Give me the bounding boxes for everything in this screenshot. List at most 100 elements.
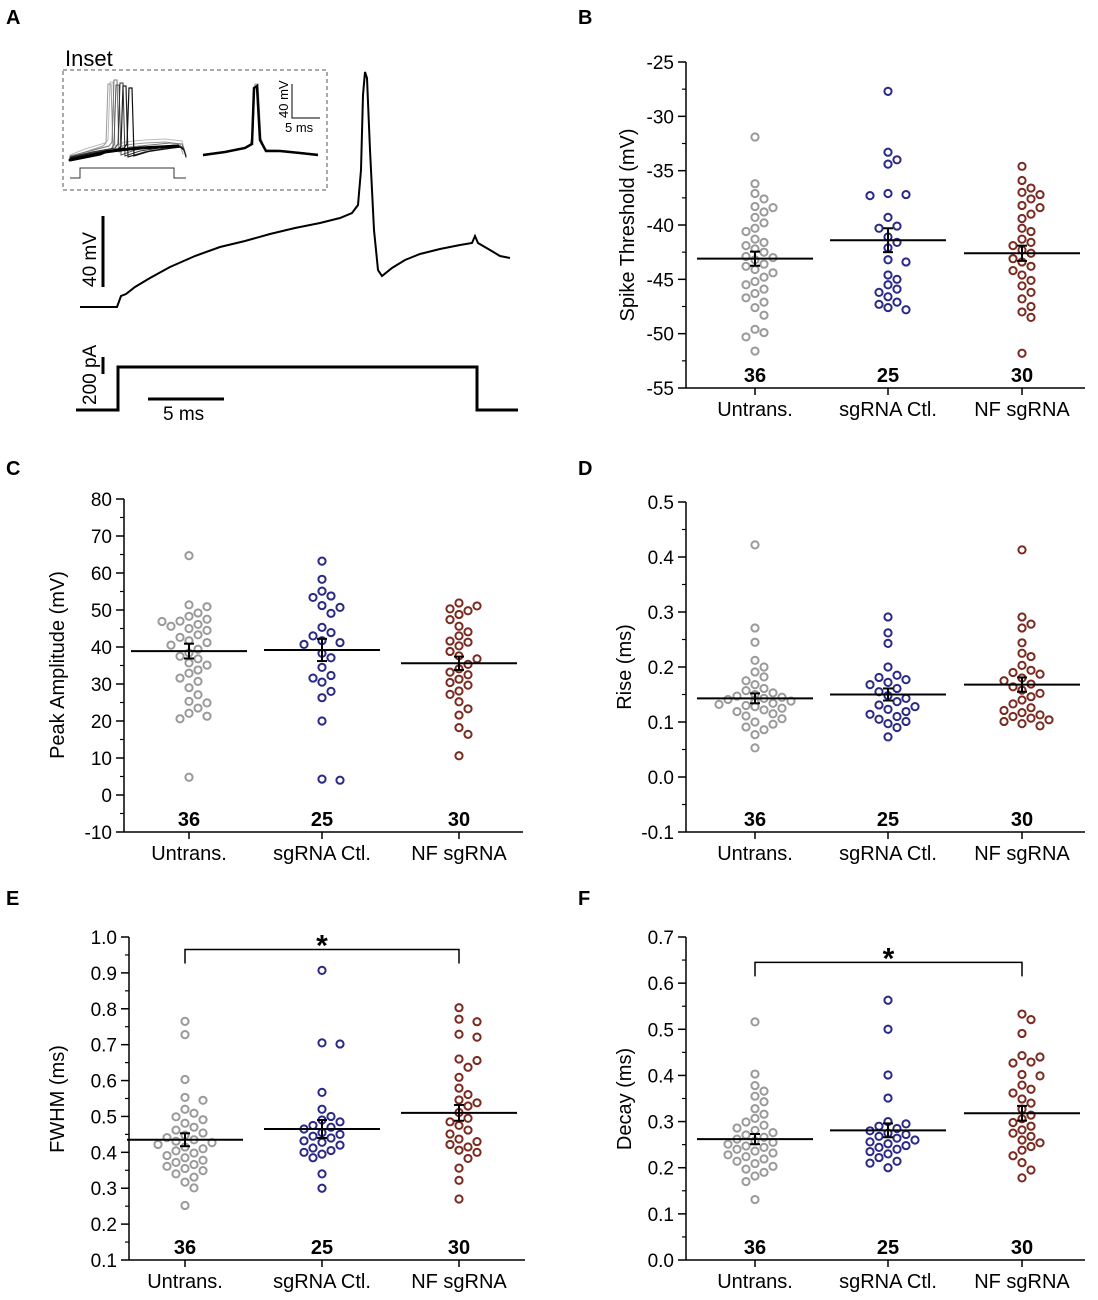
panel-e-data-point	[463, 1113, 473, 1123]
panel-e-significance-bracket	[184, 948, 460, 964]
panel-f-data-point	[741, 1141, 751, 1151]
panel-f-data-point	[1026, 1165, 1036, 1175]
panel-b-data-point	[768, 203, 778, 213]
panel-c-data-point	[317, 574, 327, 584]
panel-e-data-point	[189, 1122, 199, 1132]
panel-f-data-point	[1017, 1135, 1027, 1145]
panel-b-y-tick-label: -35	[647, 162, 674, 183]
panel-d-data-point	[1017, 719, 1027, 729]
panel-f-data-point	[750, 1125, 760, 1135]
panel-a-letter: A	[6, 7, 20, 29]
panel-b-data-point	[883, 159, 893, 169]
panel-f-data-point	[865, 1137, 875, 1147]
panel-d-data-point	[1017, 545, 1027, 555]
panel-d-data-point	[874, 714, 884, 724]
panel-c-data-point	[326, 627, 336, 638]
panel-d-data-point	[883, 628, 893, 638]
panel-f-data-point	[768, 1128, 778, 1138]
panel-c-data-point	[445, 615, 455, 625]
panel-e-data-point	[198, 1128, 208, 1138]
panel-e-data-point	[317, 1183, 327, 1193]
panel-f-data-point	[883, 1139, 893, 1149]
panel-d-data-point	[750, 680, 760, 690]
panel-e-data-point	[308, 1120, 318, 1131]
panel-c-y-tick-label: 80	[91, 490, 112, 511]
panel-e-data-point	[180, 1118, 190, 1128]
panel-b-data-point	[892, 155, 902, 165]
panel-e-y-tick-label: 0.8	[91, 1000, 117, 1021]
panel-c-data-point	[202, 660, 212, 670]
panel-e-data-point	[326, 1111, 336, 1122]
panel-b-data-point	[750, 188, 760, 199]
panel-b-y-tick-label: -50	[647, 325, 674, 346]
panel-d-data-point	[1026, 619, 1036, 629]
panel-c-data-point	[184, 551, 194, 561]
panel-d-data-point	[768, 688, 778, 698]
panel-f-data-point	[1026, 1131, 1036, 1141]
panel-f-data-point	[883, 1093, 893, 1103]
panel-c-data-point	[317, 622, 327, 632]
panel-d-data-point	[1017, 708, 1027, 718]
panel-c-data-point	[463, 659, 473, 669]
panel-e-data-point	[454, 1163, 464, 1173]
panel-e-data-point	[317, 1087, 327, 1097]
panel-b-data-point	[883, 270, 893, 280]
panel-d-data-point	[1026, 651, 1036, 662]
panel-e-data-point	[463, 1101, 473, 1111]
panel-d-y-axis-title: Rise (ms)	[614, 624, 636, 710]
panel-e-data-point	[454, 1083, 464, 1093]
panel-d-data-point	[741, 700, 751, 711]
panel-c-data-point	[463, 670, 473, 680]
panel-e-data-point	[180, 1177, 190, 1187]
panel-c-data-point	[454, 710, 464, 720]
panel-e-data-point	[162, 1150, 172, 1161]
panel-d-data-point	[1035, 710, 1045, 720]
panel-b-data-point	[750, 223, 760, 233]
panel-d-data-point	[741, 686, 751, 696]
panel-b-data-point	[1017, 161, 1027, 171]
panel-f-data-point	[901, 1129, 911, 1140]
panel-c-y-tick-label: 40	[91, 638, 112, 659]
panel-e-data-point	[463, 1153, 473, 1164]
panel-e-data-point	[445, 1129, 455, 1139]
panel-f-category-label: NF sgRNA	[974, 1271, 1070, 1293]
panel-d-data-point	[1008, 667, 1018, 678]
panel-e-y-tick-label: 0.7	[91, 1036, 117, 1057]
panel-a: A Inset 40 mV 5 ms	[6, 7, 518, 425]
panel-f-data-point	[1026, 1098, 1036, 1108]
panel-d-data-point	[1017, 623, 1027, 633]
panel-b-data-point	[892, 284, 902, 294]
panel-c-data-point	[335, 775, 345, 785]
inset-scale-time: 5 ms	[285, 120, 314, 135]
panel-f-data-point	[768, 1161, 778, 1171]
panel-e: E 0.1 0.2 0.3 0.4 0.5 0.6 0.7 0.8 0.9 1.0 FWHM (ms)…	[6, 888, 525, 1293]
panel-b-data-point	[874, 287, 884, 297]
panel-b-data-point	[1017, 294, 1027, 304]
panel-f-y-tick-label: 0.0	[648, 1251, 674, 1272]
panel-c-data-point	[184, 772, 194, 782]
panel-b-data-point	[892, 297, 902, 307]
panel-b-data-point	[759, 207, 769, 217]
inset-title: Inset	[65, 46, 113, 71]
panel-e-y-tick-label: 0.3	[91, 1179, 117, 1200]
panel-e-data-point	[335, 1117, 345, 1127]
panel-e-data-point	[472, 1147, 482, 1157]
panel-d-data-point	[910, 702, 920, 712]
panel-c-data-point	[472, 654, 482, 664]
panel-b-data-point	[1017, 348, 1027, 358]
panel-e-category-label: NF sgRNA	[411, 1271, 507, 1293]
panel-e-data-point	[198, 1155, 208, 1165]
panel-e-data-point	[308, 1153, 318, 1163]
panel-e-data-point	[171, 1146, 181, 1156]
panel-f-data-point	[750, 1080, 760, 1091]
panel-d-data-point	[892, 683, 902, 694]
panel-b-data-point	[750, 276, 760, 287]
panel-e-data-point	[454, 1095, 464, 1105]
panel-b-data-point	[1017, 234, 1027, 244]
panel-f-data-point	[750, 1194, 760, 1205]
panel-b-data-point	[1017, 175, 1027, 186]
panel-f-data-point	[750, 1113, 760, 1123]
panel-d-data-point	[901, 716, 911, 727]
panel-b-data-point	[759, 327, 769, 338]
